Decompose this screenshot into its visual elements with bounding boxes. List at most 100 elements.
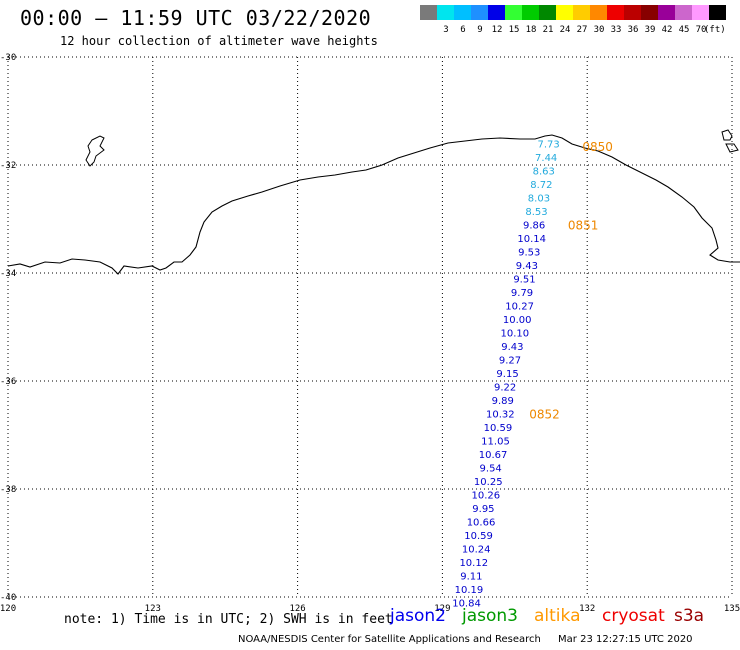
time-labels: 0850 0851 0852 [529,140,613,421]
scale-swatch [556,5,573,20]
satellite-legend-cryosat: cryosat [602,606,665,626]
swh-value-label: 8.53 [525,207,547,218]
lon-tick-label: 132 [579,604,595,614]
page-title: 00:00 – 11:59 UTC 03/22/2020 [20,6,372,30]
swh-value-label: 10.14 [517,234,546,245]
lon-tick-label: 123 [145,604,161,614]
page-subtitle: 12 hour collection of altimeter wave hei… [60,34,378,48]
lat-tick-label: -30 [0,53,16,63]
scale-label: 70 [695,25,707,35]
scale-label: 21 [542,25,554,35]
australia-south-coast [7,134,740,275]
scale-label: 42 [661,25,673,35]
swh-value-label: 9.11 [460,571,482,582]
swh-value-label: 10.27 [505,301,534,312]
scale-label: 6 [460,25,466,35]
scale-swatch [420,5,437,20]
scale-swatch [539,5,556,20]
swh-value-label: 10.59 [464,531,493,542]
swh-value-label: 10.25 [474,477,503,488]
scale-swatch [505,5,522,20]
footer: NOAA/NESDIS Center for Satellite Applica… [238,634,693,645]
lon-tick-label: 135 [724,604,740,614]
scale-label: 27 [576,25,588,35]
lat-tick-label: -36 [0,377,16,387]
swh-value-label: 9.89 [492,396,514,407]
swh-value-label: 9.53 [518,247,540,258]
lat-tick-label: -32 [0,161,16,171]
swh-value-label: 10.00 [503,315,532,326]
scale-label: 33 [610,25,622,35]
scale-swatch [624,5,641,20]
island-outline [85,135,105,167]
swh-value-label: 9.15 [496,369,518,380]
swh-value-label: 10.10 [500,328,529,339]
scale-label: 30 [593,25,605,35]
swh-value-label: 9.43 [501,342,523,353]
swh-value-label: 9.43 [516,261,538,272]
scale-label: 24 [559,25,571,35]
scale-swatch [471,5,488,20]
scale-label: 15 [508,25,520,35]
scale-swatch [692,5,709,20]
scale-swatch [454,5,471,20]
scale-swatch [675,5,692,20]
scale-swatch [573,5,590,20]
swh-value-label: 10.19 [455,585,484,596]
swh-value-label: 10.84 [452,598,481,609]
lat-tick-label: -34 [0,269,16,279]
scale-swatch [488,5,505,20]
swh-value-label: 9.95 [472,504,494,515]
island-outline [721,129,733,141]
scale-label: 36 [627,25,639,35]
scale-swatch [641,5,658,20]
satellite-legend-altika: altika [534,606,581,626]
satellite-legend-s3a: s3a [674,606,705,626]
scale-swatch [522,5,539,20]
swh-value-label: 8.72 [530,180,552,191]
swh-value-label: 10.26 [472,490,501,501]
scale-label: 39 [644,25,656,35]
lon-tick-label: 129 [434,604,450,614]
swh-value-label: 11.05 [481,436,510,447]
swh-value-label: 8.03 [528,193,550,204]
swh-value-label: 10.59 [484,423,513,434]
scale-swatch [658,5,675,20]
swh-value-label: 9.79 [511,288,533,299]
lat-tick-label: -38 [0,485,16,495]
swh-value-label: 9.22 [494,382,516,393]
swh-value-label: 10.66 [467,517,496,528]
footer-credit: NOAA/NESDIS Center for Satellite Applica… [238,634,541,645]
swh-observations: 7.73 7.44 8.63 8.72 8.03 8.53 9.86 10.14 9.53 9.4… [452,139,560,609]
swh-value-label: 10.32 [486,409,515,420]
scale-label: 9 [477,25,483,35]
scale-swatch [607,5,624,20]
pass-time-label: 0850 [582,140,613,154]
swh-value-label: 9.86 [523,220,545,231]
swh-value-label: 10.24 [462,544,491,555]
scale-label: 18 [525,25,537,35]
swh-value-label: 8.63 [533,166,555,177]
satellite-legend-jason2: jason2 [390,606,446,626]
pass-time-label: 0852 [529,407,560,421]
scale-label: 12 [491,25,503,35]
note-text: note: 1) Time is in UTC; 2) SWH is in fe… [64,612,393,627]
pass-time-label: 0851 [568,218,599,232]
scale-label: 45 [678,25,690,35]
scale-swatch [590,5,607,20]
swh-value-label: 7.73 [537,139,559,150]
swh-value-label: 10.67 [479,450,508,461]
scale-swatch [437,5,454,20]
swh-value-label: 7.44 [535,153,557,164]
scale-swatch [709,5,726,20]
footer-timestamp: Mar 23 12:27:15 UTC 2020 [558,634,693,645]
lon-tick-label: 120 [0,604,16,614]
swh-value-label: 9.54 [480,463,502,474]
swh-value-label: 9.27 [499,355,521,366]
scale-unit: (ft) [704,25,726,35]
swh-value-label: 10.12 [459,558,488,569]
scale-label: 3 [443,25,449,35]
satellite-legend-jason3: jason3 [462,606,518,626]
